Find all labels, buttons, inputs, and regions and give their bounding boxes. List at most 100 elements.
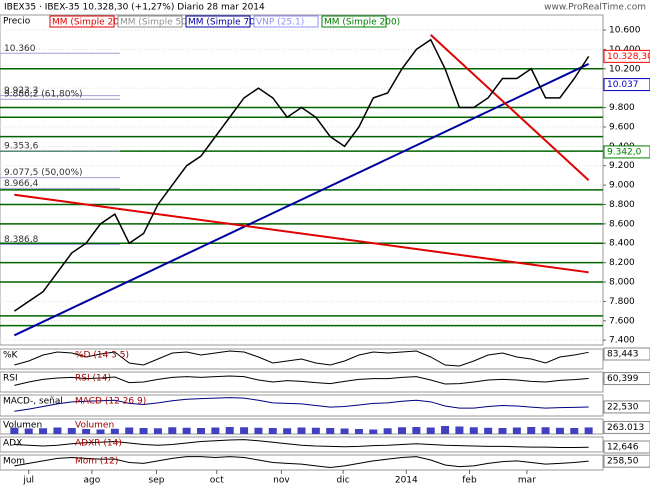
y-tick-label: 9.000	[609, 181, 635, 191]
last-value-box	[603, 440, 650, 454]
panel-title: MACD (12 26 9)	[75, 397, 146, 407]
last-value-label: 22,530	[607, 402, 639, 412]
trend-line	[14, 193, 589, 274]
volume-bar	[311, 427, 320, 434]
series-name: MACD-, señal	[3, 397, 63, 407]
y-tick-label: 7.800	[609, 297, 635, 307]
volume-bar	[268, 428, 277, 434]
price-label: 9.342,0	[607, 147, 642, 157]
panel-title: Volumen	[75, 421, 114, 431]
series-line	[13, 38, 590, 312]
panel	[0, 394, 604, 417]
volume-bar	[67, 428, 76, 434]
volume-bar	[527, 427, 536, 434]
x-tick-label: feb	[462, 476, 477, 486]
volume-bar	[512, 427, 521, 434]
volume-bar	[182, 427, 191, 434]
volume-bar	[254, 427, 263, 434]
panel-title: RSI (14)	[75, 374, 111, 384]
last-value-label: 83,443	[607, 350, 639, 360]
volume-bar	[24, 428, 33, 434]
x-tick-label: mar	[518, 476, 536, 486]
volume-bar	[283, 428, 292, 434]
x-tick-label: dic	[337, 476, 350, 486]
trend-line	[430, 34, 590, 181]
annotation-label: 8.386,8	[4, 235, 39, 245]
volume-bar	[412, 427, 421, 434]
volume-bar	[383, 428, 392, 434]
volume-bar	[555, 427, 564, 434]
header: IBEX35 · IBEX-35 10.328,30 (+1,27%) Diar…	[4, 3, 265, 13]
volume-bar	[354, 429, 363, 434]
volume-bar	[484, 427, 493, 434]
volume-bar	[340, 428, 349, 434]
price-label-box	[603, 78, 650, 92]
annotation-label: 9.353,6	[4, 141, 39, 151]
panel-title: ADXR (14)	[75, 439, 122, 449]
legend-label: MM (Simple 20)	[52, 18, 122, 28]
x-tick-label: nov	[273, 476, 290, 486]
y-tick-label: 8.400	[609, 239, 635, 249]
x-tick-label: ago	[84, 476, 101, 486]
annotation-label: 8.966,4	[4, 179, 39, 189]
volume-bar	[168, 427, 177, 434]
y-tick-label: 7.400	[609, 336, 635, 346]
panel-title: Precio	[3, 17, 31, 27]
volume-bar	[297, 427, 306, 434]
legend-label: VNP (25.1)	[256, 18, 304, 28]
y-tick-label: 9.800	[609, 103, 635, 113]
volume-bar	[53, 427, 62, 434]
volume-bar	[541, 427, 550, 434]
panel	[0, 348, 604, 370]
volume-bar	[426, 427, 435, 434]
volume-bar	[125, 427, 134, 434]
y-tick-label: 10.200	[609, 64, 641, 74]
volume-bar	[441, 426, 450, 434]
series-line	[14, 439, 589, 448]
panel-title: Mom (12)	[75, 457, 118, 467]
last-value-box	[603, 347, 650, 361]
volume-bar	[326, 428, 335, 434]
volume-bar	[570, 428, 579, 434]
price-label: 10.328,30	[607, 52, 650, 62]
series-name: Volumen	[3, 421, 42, 431]
panel	[0, 14, 604, 346]
y-tick-label: 8.000	[609, 278, 635, 288]
series-name: RSI	[3, 374, 18, 384]
volume-bar	[498, 428, 507, 434]
panel	[0, 436, 604, 453]
last-value-label: 12,646	[607, 443, 639, 453]
price-label: 10.037	[607, 80, 639, 90]
x-tick-label: 2014	[395, 476, 418, 486]
legend-box	[253, 15, 319, 28]
legend-box	[49, 15, 115, 28]
y-tick-label: 8.200	[609, 258, 635, 268]
y-tick-label: 7.600	[609, 316, 635, 326]
legend-label: MM (Simple 70)	[188, 18, 258, 28]
volume-bar	[10, 427, 19, 434]
legend-label: MM (Simple 200)	[324, 18, 400, 28]
volume-bar	[211, 427, 220, 434]
last-value-label: 263.013	[607, 423, 644, 433]
series-name: Mom	[3, 457, 25, 467]
volume-bar	[369, 429, 378, 434]
volume-bar	[469, 427, 478, 434]
y-tick-label: 8.600	[609, 219, 635, 229]
price-label-box	[603, 49, 650, 63]
volume-bar	[96, 429, 105, 434]
volume-bar	[584, 427, 593, 434]
last-value-box	[603, 454, 650, 468]
annotation-label: 9.077,5 (50,00%)	[4, 168, 83, 178]
volume-bar	[197, 428, 205, 434]
last-value-label: 60,399	[607, 374, 639, 384]
volume-bar	[153, 428, 162, 434]
series-line	[14, 397, 589, 412]
panel	[0, 371, 604, 393]
series-name: ADX	[3, 439, 22, 449]
watermark: www.ProRealTime.com	[544, 3, 646, 13]
series-name: %K	[3, 351, 19, 361]
volume-bar	[455, 426, 464, 434]
y-tick-label: 9.600	[609, 122, 635, 132]
volume-bar	[398, 427, 406, 434]
